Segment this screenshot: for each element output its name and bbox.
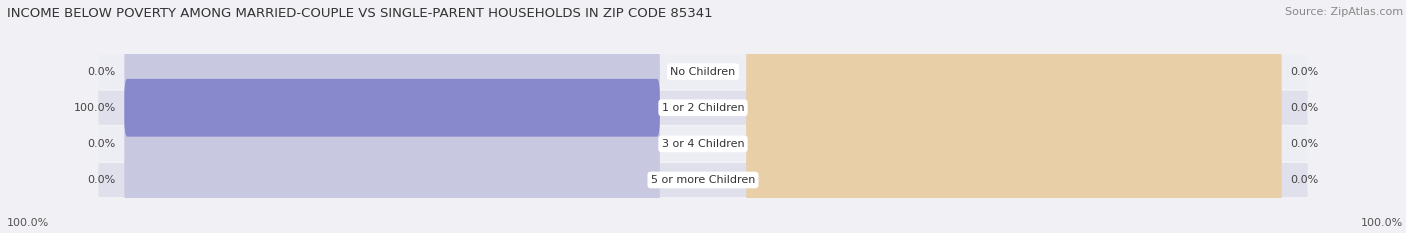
FancyBboxPatch shape bbox=[124, 115, 659, 173]
Text: 0.0%: 0.0% bbox=[87, 139, 115, 149]
Text: 1 or 2 Children: 1 or 2 Children bbox=[662, 103, 744, 113]
FancyBboxPatch shape bbox=[124, 79, 659, 137]
FancyBboxPatch shape bbox=[747, 151, 1282, 209]
FancyBboxPatch shape bbox=[747, 79, 1282, 137]
Text: 0.0%: 0.0% bbox=[87, 67, 115, 77]
Text: Source: ZipAtlas.com: Source: ZipAtlas.com bbox=[1285, 7, 1403, 17]
Text: 100.0%: 100.0% bbox=[1361, 218, 1403, 228]
FancyBboxPatch shape bbox=[98, 163, 1308, 197]
Text: 0.0%: 0.0% bbox=[1291, 67, 1319, 77]
Text: INCOME BELOW POVERTY AMONG MARRIED-COUPLE VS SINGLE-PARENT HOUSEHOLDS IN ZIP COD: INCOME BELOW POVERTY AMONG MARRIED-COUPL… bbox=[7, 7, 713, 20]
FancyBboxPatch shape bbox=[747, 115, 1282, 173]
Text: 3 or 4 Children: 3 or 4 Children bbox=[662, 139, 744, 149]
FancyBboxPatch shape bbox=[98, 127, 1308, 161]
FancyBboxPatch shape bbox=[98, 91, 1308, 125]
FancyBboxPatch shape bbox=[124, 79, 659, 137]
Text: 0.0%: 0.0% bbox=[87, 175, 115, 185]
Text: No Children: No Children bbox=[671, 67, 735, 77]
Text: 0.0%: 0.0% bbox=[1291, 175, 1319, 185]
FancyBboxPatch shape bbox=[98, 55, 1308, 89]
FancyBboxPatch shape bbox=[747, 43, 1282, 100]
FancyBboxPatch shape bbox=[124, 43, 659, 100]
Text: 100.0%: 100.0% bbox=[7, 218, 49, 228]
Text: 0.0%: 0.0% bbox=[1291, 139, 1319, 149]
Text: 100.0%: 100.0% bbox=[73, 103, 115, 113]
Text: 0.0%: 0.0% bbox=[1291, 103, 1319, 113]
Text: 5 or more Children: 5 or more Children bbox=[651, 175, 755, 185]
FancyBboxPatch shape bbox=[124, 151, 659, 209]
